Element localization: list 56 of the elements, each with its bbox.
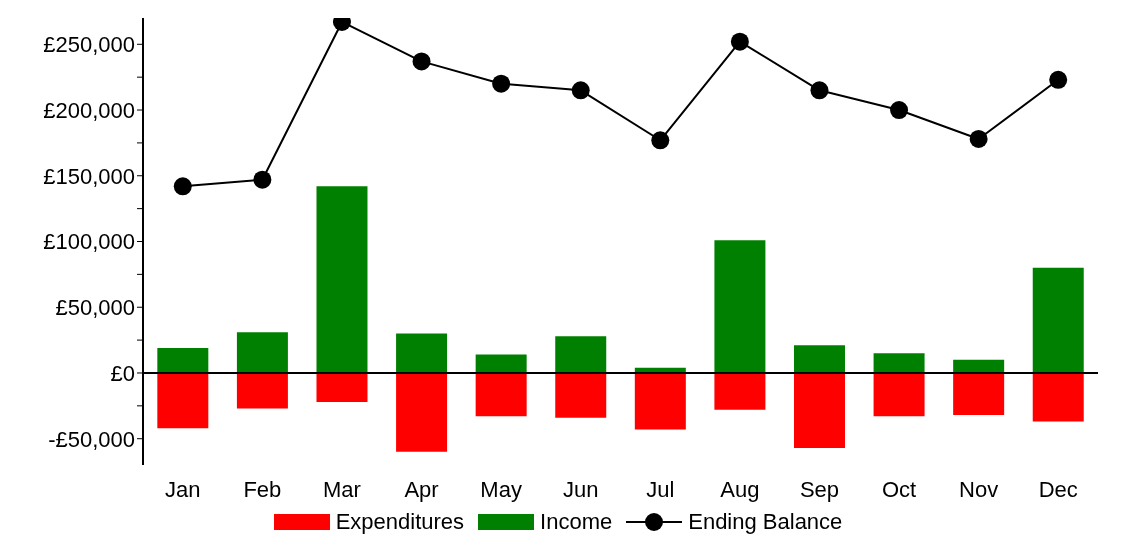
x-tick-label: Nov [959,476,999,502]
legend-label: Ending Balance [688,509,843,535]
y-tick-label: £100,000 [43,229,135,255]
bar [157,372,209,429]
point [1049,70,1068,89]
bar [634,372,686,430]
point [412,52,431,71]
x-tick-label: Aug [720,476,760,502]
y-tick-label: £50,000 [55,295,135,321]
legend-label: Expenditures [335,509,465,535]
point [969,129,988,148]
x-tick-label: Mar [323,476,361,502]
legend-label: Income [540,509,613,535]
bar [236,332,288,373]
x-tick-label: Feb [243,476,282,502]
y-tick-label: £250,000 [43,32,135,58]
bar [953,359,1005,373]
bar [714,240,766,373]
x-tick-label: Dec [1038,476,1078,502]
bar [316,372,368,402]
x-tick-label: Apr [404,476,439,502]
x-tick-label: Oct [881,476,917,502]
bar [793,372,845,448]
bar [316,186,368,373]
point [730,32,749,51]
x-tick-label: Jan [165,476,201,502]
bar [396,333,448,373]
bar [714,372,766,410]
bar [555,336,607,373]
point [651,131,670,150]
point [492,74,511,93]
y-tick-label: £200,000 [43,97,135,123]
bar [873,372,925,417]
bar [475,372,527,417]
point [253,170,272,189]
bar [1032,267,1084,373]
bar [873,353,925,373]
x-tick-label: Sep [799,476,840,502]
y-tick-label: -£50,000 [48,426,135,452]
bar [555,372,607,418]
bar [475,354,527,373]
point [810,81,829,100]
x-tick-label: Jul [646,476,675,502]
x-tick-label: May [480,476,522,502]
y-tick-label: £150,000 [43,163,135,189]
bar [793,345,845,373]
x-tick-label: Jun [562,476,599,502]
bar [1032,372,1084,422]
bar [236,372,288,409]
y-tick-label: £0 [110,360,135,386]
bar [953,372,1005,416]
point [571,81,590,100]
point [890,101,909,120]
point [173,177,192,196]
bar [157,347,209,373]
bar [396,372,448,452]
